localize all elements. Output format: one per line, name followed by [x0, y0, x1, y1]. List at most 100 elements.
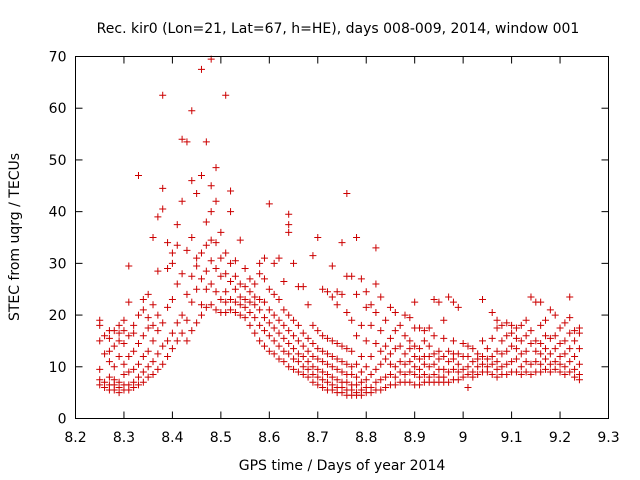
data-point — [125, 381, 133, 389]
data-point — [532, 347, 540, 355]
data-point — [440, 316, 448, 324]
data-point — [241, 303, 249, 311]
data-point — [483, 363, 491, 371]
data-point — [309, 371, 317, 379]
data-point — [251, 301, 259, 309]
data-point — [314, 234, 322, 241]
data-point — [522, 347, 530, 355]
data-point — [304, 334, 312, 342]
data-point — [101, 378, 109, 386]
data-point — [348, 363, 356, 371]
y-tick-label: 50 — [49, 153, 67, 169]
data-point — [401, 360, 409, 368]
data-point — [241, 314, 249, 322]
data-point — [120, 340, 128, 348]
data-point — [251, 280, 259, 288]
data-point — [285, 221, 293, 229]
data-point — [202, 241, 210, 249]
data-point — [212, 288, 220, 296]
data-point — [411, 363, 419, 371]
data-point — [115, 329, 123, 337]
data-point — [483, 345, 491, 353]
y-tick-label: 0 — [58, 412, 67, 428]
data-point — [197, 311, 205, 319]
data-point — [304, 365, 312, 373]
data-point — [386, 334, 394, 342]
data-point — [425, 352, 433, 360]
data-point — [430, 360, 438, 368]
data-point — [333, 355, 341, 363]
data-point — [134, 311, 142, 319]
data-point — [377, 293, 385, 301]
data-point — [159, 342, 167, 350]
data-point — [323, 360, 331, 368]
data-point — [188, 298, 196, 306]
data-point — [159, 360, 167, 368]
data-point — [130, 378, 138, 386]
data-point — [522, 332, 530, 340]
data-point — [164, 303, 172, 311]
data-point — [430, 332, 438, 340]
data-point — [551, 365, 559, 373]
data-point — [445, 358, 453, 366]
data-point — [416, 345, 424, 353]
data-point — [503, 371, 511, 379]
data-point — [435, 347, 443, 355]
data-point — [290, 259, 298, 267]
data-point — [154, 267, 162, 275]
data-point — [222, 308, 230, 316]
data-point — [294, 368, 302, 376]
data-point — [139, 332, 147, 340]
data-point — [382, 383, 390, 391]
data-point — [488, 352, 496, 360]
data-point — [406, 337, 414, 345]
data-point — [168, 345, 176, 353]
data-point — [207, 280, 215, 288]
data-point — [130, 365, 138, 373]
data-point — [474, 371, 482, 379]
data-point — [188, 177, 196, 185]
data-point — [367, 371, 375, 379]
data-point — [217, 272, 225, 280]
data-point — [202, 285, 210, 293]
data-point — [454, 368, 462, 376]
data-point — [401, 332, 409, 340]
data-point — [125, 352, 133, 360]
data-point — [508, 342, 516, 350]
data-point — [115, 321, 123, 329]
data-point — [314, 365, 322, 373]
data-point — [542, 316, 550, 324]
data-point — [231, 308, 239, 316]
data-point — [227, 296, 235, 304]
data-point — [411, 342, 419, 350]
data-point — [566, 368, 574, 376]
data-point — [178, 135, 186, 143]
data-point — [110, 327, 118, 335]
data-point — [542, 345, 550, 353]
data-point — [527, 360, 535, 368]
data-point — [411, 298, 419, 306]
data-point — [222, 298, 230, 306]
data-point — [178, 197, 186, 205]
x-tick-label: 8.3 — [113, 430, 135, 446]
data-point — [357, 386, 365, 394]
data-point — [290, 316, 298, 324]
x-tick-label: 8.8 — [355, 430, 377, 446]
data-point — [440, 365, 448, 373]
data-point — [130, 347, 138, 355]
data-point — [105, 347, 113, 355]
data-point — [275, 342, 283, 350]
data-point — [459, 373, 467, 381]
data-point — [362, 337, 370, 345]
data-point — [537, 368, 545, 376]
data-point — [459, 340, 467, 348]
data-point — [299, 329, 307, 337]
data-point — [353, 234, 361, 241]
data-point — [522, 358, 530, 366]
data-point — [159, 205, 167, 213]
data-point — [275, 329, 283, 337]
data-point — [260, 275, 268, 283]
data-point — [144, 314, 152, 322]
data-point — [357, 275, 365, 283]
